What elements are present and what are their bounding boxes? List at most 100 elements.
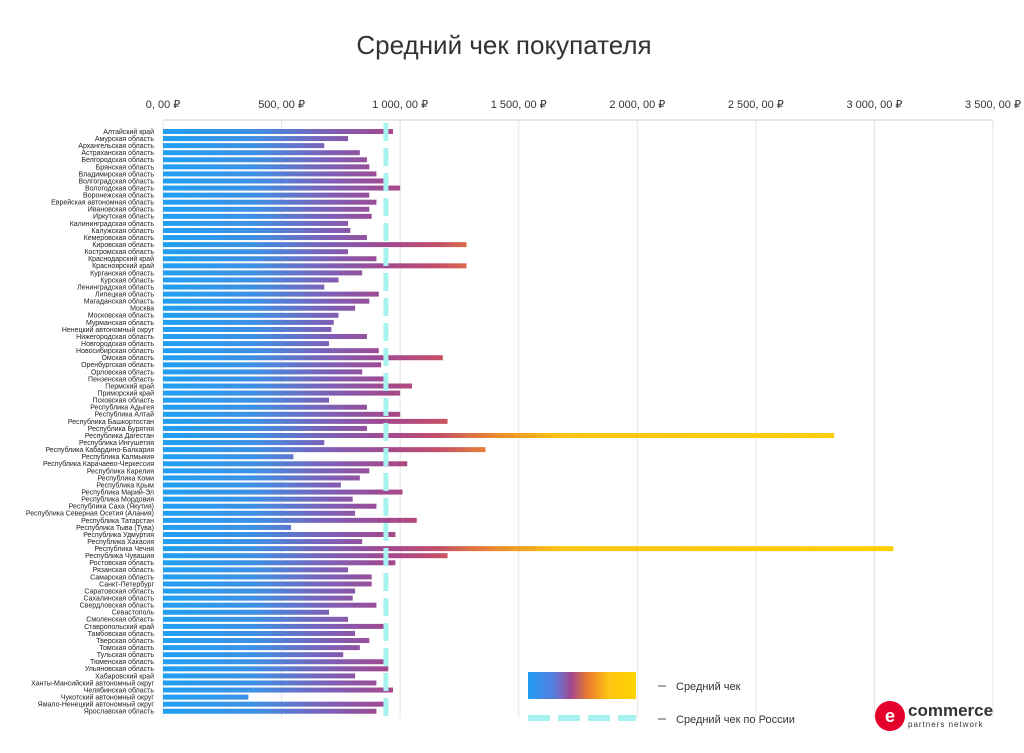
legend-label-reference: Средний чек по России	[676, 714, 795, 726]
bar	[163, 270, 363, 276]
legend: Средний чек Средний чек по России	[528, 672, 795, 726]
x-tick-label: 2 000, 00 ₽	[609, 99, 665, 111]
bar	[163, 390, 401, 396]
x-tick-label: 2 500, 00 ₽	[728, 99, 784, 111]
bar	[163, 411, 401, 417]
category-label: Алтайский край	[103, 128, 154, 136]
bar	[163, 136, 348, 142]
bar	[163, 220, 348, 226]
category-label: Новгородская область	[81, 340, 154, 348]
bar	[163, 418, 448, 424]
category-label: Новосибирская область	[76, 347, 154, 355]
bar	[163, 602, 377, 608]
bar	[163, 369, 363, 375]
category-label: Ленинградская область	[77, 283, 154, 291]
category-label: Республика Удмуртия	[83, 531, 154, 539]
bar	[163, 185, 401, 191]
category-label: Иркутская область	[93, 213, 154, 221]
bar	[163, 256, 377, 262]
category-label: Сахалинская область	[84, 595, 155, 603]
bar	[163, 482, 341, 488]
category-label: Москва	[130, 306, 154, 313]
category-label: Краснодарский край	[88, 255, 154, 263]
bar	[163, 503, 377, 509]
bar	[163, 659, 384, 665]
bar	[163, 440, 325, 446]
bar	[163, 609, 329, 615]
category-label: Нижегородская область	[76, 333, 154, 341]
bar	[163, 171, 377, 177]
bar	[163, 164, 370, 170]
bar	[163, 433, 835, 439]
category-label: Воронежская область	[83, 192, 154, 200]
category-label: Орловская область	[91, 368, 154, 376]
category-label: Самарская область	[90, 573, 154, 581]
bar	[163, 630, 356, 636]
bar	[163, 334, 367, 340]
category-label: Омская область	[101, 354, 154, 362]
category-label: Псковская область	[93, 397, 155, 405]
category-label: Республика Кабардино-Балкария	[45, 446, 154, 454]
x-tick-label: 1 000, 00 ₽	[372, 99, 428, 111]
category-label: Республика Саха (Якутия)	[69, 503, 154, 511]
bar	[163, 277, 339, 283]
bar	[163, 567, 348, 573]
category-label: Республика Мордовия	[81, 496, 154, 504]
logo-word: commerce	[908, 701, 993, 720]
category-label: Курская область	[100, 276, 154, 284]
bar	[163, 546, 894, 552]
category-label: Калужская область	[91, 227, 154, 235]
category-label: Республика Коми	[97, 474, 154, 482]
category-label: Санкт-Петербург	[99, 580, 154, 588]
category-label: Вологодская область	[85, 184, 154, 192]
logo-circle	[875, 701, 905, 731]
logo-letter: e	[885, 706, 895, 726]
gridlines	[162, 119, 994, 719]
bar	[163, 524, 292, 530]
bar	[163, 150, 360, 156]
bar	[163, 397, 329, 403]
category-label: Тюменская область	[90, 658, 154, 666]
bar	[163, 298, 370, 304]
x-axis-ticks: 0, 00 ₽ 500, 00 ₽ 1 000, 00 ₽ 1 500, 00 ₽ 2 …	[146, 99, 1021, 111]
category-label: Республика Северная Осетия (Алания)	[26, 510, 154, 518]
bar	[163, 178, 389, 184]
category-label: Ставропольский край	[84, 623, 154, 631]
category-label: Ивановская область	[88, 206, 155, 214]
bar	[163, 242, 467, 248]
category-label: Костромская область	[84, 248, 154, 256]
x-tick-label: 3 500, 00 ₽	[965, 99, 1021, 111]
category-label: Свердловская область	[80, 602, 155, 610]
bar	[163, 291, 379, 297]
bar	[163, 326, 332, 332]
category-label: Республика Алтай	[94, 411, 154, 419]
bar	[163, 383, 412, 389]
bar	[163, 595, 353, 601]
bar	[163, 305, 356, 311]
category-label: Республика Ингушетия	[79, 439, 154, 447]
category-label: Пензенская область	[88, 375, 154, 383]
category-label: Республика Чувашия	[85, 552, 154, 560]
category-label: Кемеровская область	[84, 234, 155, 242]
bar	[163, 213, 372, 219]
bar	[163, 454, 294, 460]
category-label: Мурманская область	[86, 319, 154, 327]
category-label: Амурская область	[95, 135, 154, 143]
category-label: Республика Бурятия	[88, 425, 154, 433]
bar	[163, 235, 367, 241]
category-label: Смоленская область	[86, 616, 154, 624]
category-label: Республика Карачаево-Черкессия	[43, 460, 154, 468]
logo-subtitle: partners network	[908, 720, 984, 729]
category-label: Архангельская область	[78, 142, 154, 150]
bar	[163, 616, 348, 622]
category-label: Республика Башкортостан	[68, 418, 154, 426]
bar	[163, 553, 448, 559]
bar	[163, 517, 417, 523]
category-label: Московская область	[88, 312, 155, 320]
bar	[163, 206, 370, 212]
category-label: Рязанская область	[93, 566, 155, 574]
bar	[163, 284, 325, 290]
category-label: Республика Татарстан	[81, 517, 154, 525]
x-tick-label: 500, 00 ₽	[258, 99, 305, 111]
